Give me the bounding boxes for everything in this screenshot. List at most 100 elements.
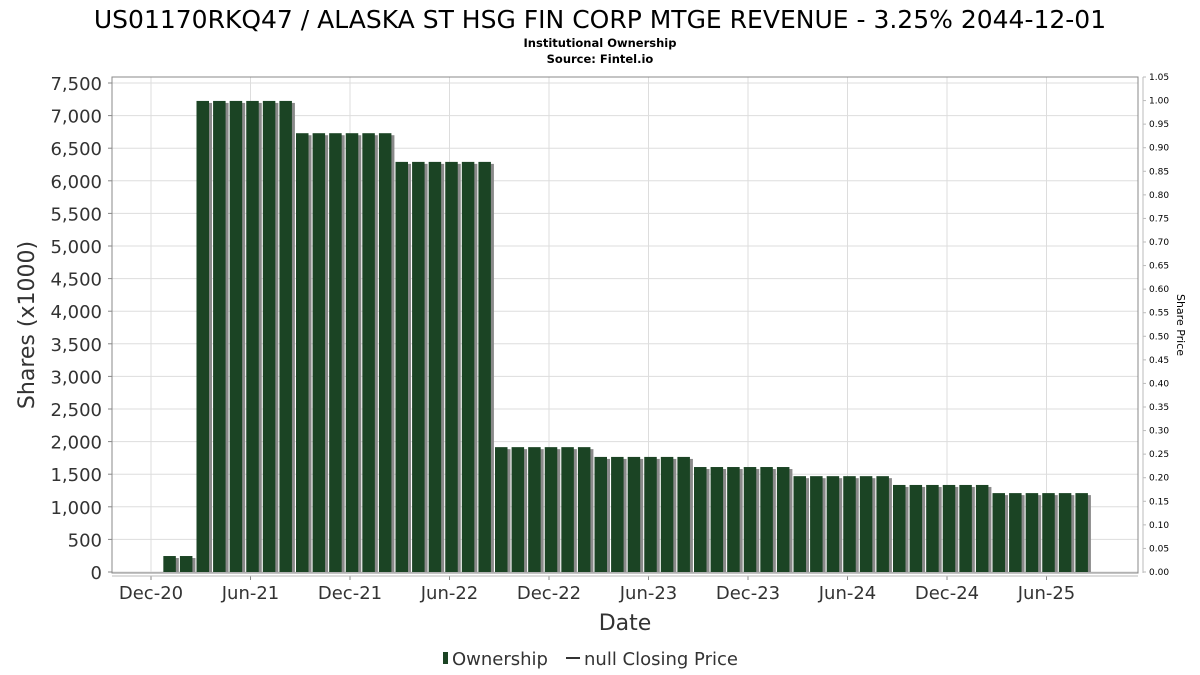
legend-ownership-label: Ownership — [452, 649, 548, 670]
bar — [694, 467, 707, 572]
bar — [412, 161, 425, 572]
bar — [262, 100, 276, 573]
bar — [826, 476, 840, 572]
bar — [992, 493, 1005, 572]
x-tick-label: Dec-23 — [716, 583, 780, 604]
x-tick-label: Jun-21 — [221, 583, 280, 604]
x-tick-label: Dec-22 — [517, 583, 581, 604]
y-tick-label: 2,500 — [50, 400, 102, 421]
bar — [1058, 493, 1072, 572]
legend: Ownership null Closing Price — [443, 649, 738, 670]
x-axis: Dec-20 Jun-21 Dec-21 Jun-22 Dec-22 Jun-23 Dec-… — [112, 575, 1138, 604]
y2-tick-label: 0.35 — [1149, 403, 1169, 413]
bar — [246, 100, 259, 573]
plot-frame — [111, 76, 1139, 574]
bar — [395, 161, 408, 572]
bar — [627, 456, 641, 572]
bar — [644, 456, 657, 572]
bar — [743, 467, 757, 572]
bar — [329, 133, 342, 573]
bar — [229, 100, 243, 573]
y-tick-label: 1,500 — [50, 465, 102, 486]
bar — [859, 476, 873, 572]
bar — [279, 100, 292, 573]
y2-tick-label: 0.15 — [1149, 497, 1169, 507]
x-tick-label: Dec-20 — [119, 583, 183, 604]
y2-tick-label: 0.50 — [1149, 332, 1169, 342]
y-tick-label: 4,500 — [50, 270, 102, 291]
bar — [378, 133, 392, 573]
legend-ownership-swatch — [443, 652, 448, 664]
bar — [179, 556, 193, 572]
x-tick-label: Jun-25 — [1017, 583, 1076, 604]
y2-tick-label: 0.75 — [1149, 214, 1169, 224]
bar — [677, 456, 690, 572]
x-tick-label: Dec-21 — [318, 583, 382, 604]
bar — [345, 133, 359, 573]
x-tick-label: Dec-24 — [915, 583, 979, 604]
y-tick-label: 7,500 — [50, 74, 102, 95]
chart-title: US01170RKQ47 / ALASKA ST HSG FIN CORP MT… — [94, 5, 1106, 34]
y2-tick-label: 0.80 — [1149, 191, 1169, 201]
bar — [1025, 493, 1039, 572]
bar — [660, 456, 674, 572]
y2-axis: 0.00 0.05 0.10 0.15 0.20 0.25 0.30 0.35 0.40 0.45… — [1142, 73, 1169, 578]
bar — [594, 456, 607, 572]
bar — [876, 476, 889, 572]
y-tick-label: 500 — [68, 530, 102, 551]
chart-source: Source: Fintel.io — [547, 52, 654, 66]
y2-tick-label: 0.30 — [1149, 427, 1169, 437]
y-tick-label: 7,000 — [50, 107, 102, 128]
y2-tick-label: 0.40 — [1149, 379, 1169, 389]
bar — [760, 467, 773, 572]
bar — [793, 476, 806, 572]
y2-tick-label: 0.65 — [1149, 262, 1169, 272]
bar — [296, 133, 309, 573]
bar — [1075, 493, 1088, 572]
bar — [942, 484, 956, 572]
bar — [213, 100, 226, 573]
x-tick-label: Jun-24 — [818, 583, 877, 604]
chart-subtitle: Institutional Ownership — [524, 36, 677, 50]
y2-tick-label: 1.00 — [1149, 97, 1169, 107]
bar — [959, 484, 972, 572]
bar — [577, 447, 591, 572]
y-tick-label: 6,500 — [50, 139, 102, 160]
bar — [196, 100, 209, 573]
y2-tick-label: 0.90 — [1149, 144, 1169, 154]
bar — [461, 161, 475, 572]
y-tick-label: 3,000 — [50, 367, 102, 388]
y-tick-label: 1,000 — [50, 498, 102, 519]
x-tick-label: Jun-23 — [619, 583, 678, 604]
bar — [611, 456, 624, 572]
bar — [909, 484, 923, 572]
bars — [163, 100, 1091, 573]
bar — [511, 447, 525, 572]
y-tick-label: 5,500 — [50, 204, 102, 225]
bar — [428, 161, 442, 572]
y2-tick-label: 0.95 — [1149, 120, 1169, 130]
y2-tick-label: 0.20 — [1149, 474, 1169, 484]
bar — [445, 161, 458, 572]
y2-tick-label: 1.05 — [1149, 73, 1169, 83]
y2-axis-label: Share Price — [1174, 294, 1187, 356]
y2-tick-label: 0.00 — [1149, 568, 1169, 578]
bar — [810, 476, 823, 572]
y2-tick-label: 0.25 — [1149, 450, 1169, 460]
bar — [975, 484, 989, 572]
y-tick-label: 3,500 — [50, 335, 102, 356]
y2-tick-label: 0.85 — [1149, 167, 1169, 177]
y2-tick-label: 0.05 — [1149, 544, 1169, 554]
y-tick-label: 0 — [91, 563, 102, 584]
x-axis-label: Date — [599, 611, 652, 636]
y-tick-label: 2,000 — [50, 433, 102, 454]
y2-tick-label: 0.70 — [1149, 238, 1169, 248]
bar — [163, 556, 176, 572]
bar — [478, 161, 491, 572]
bar — [362, 133, 375, 573]
bar — [312, 133, 326, 573]
bar — [893, 484, 906, 572]
bar — [561, 447, 574, 572]
bar — [1042, 493, 1055, 572]
y2-tick-label: 0.10 — [1149, 521, 1169, 531]
